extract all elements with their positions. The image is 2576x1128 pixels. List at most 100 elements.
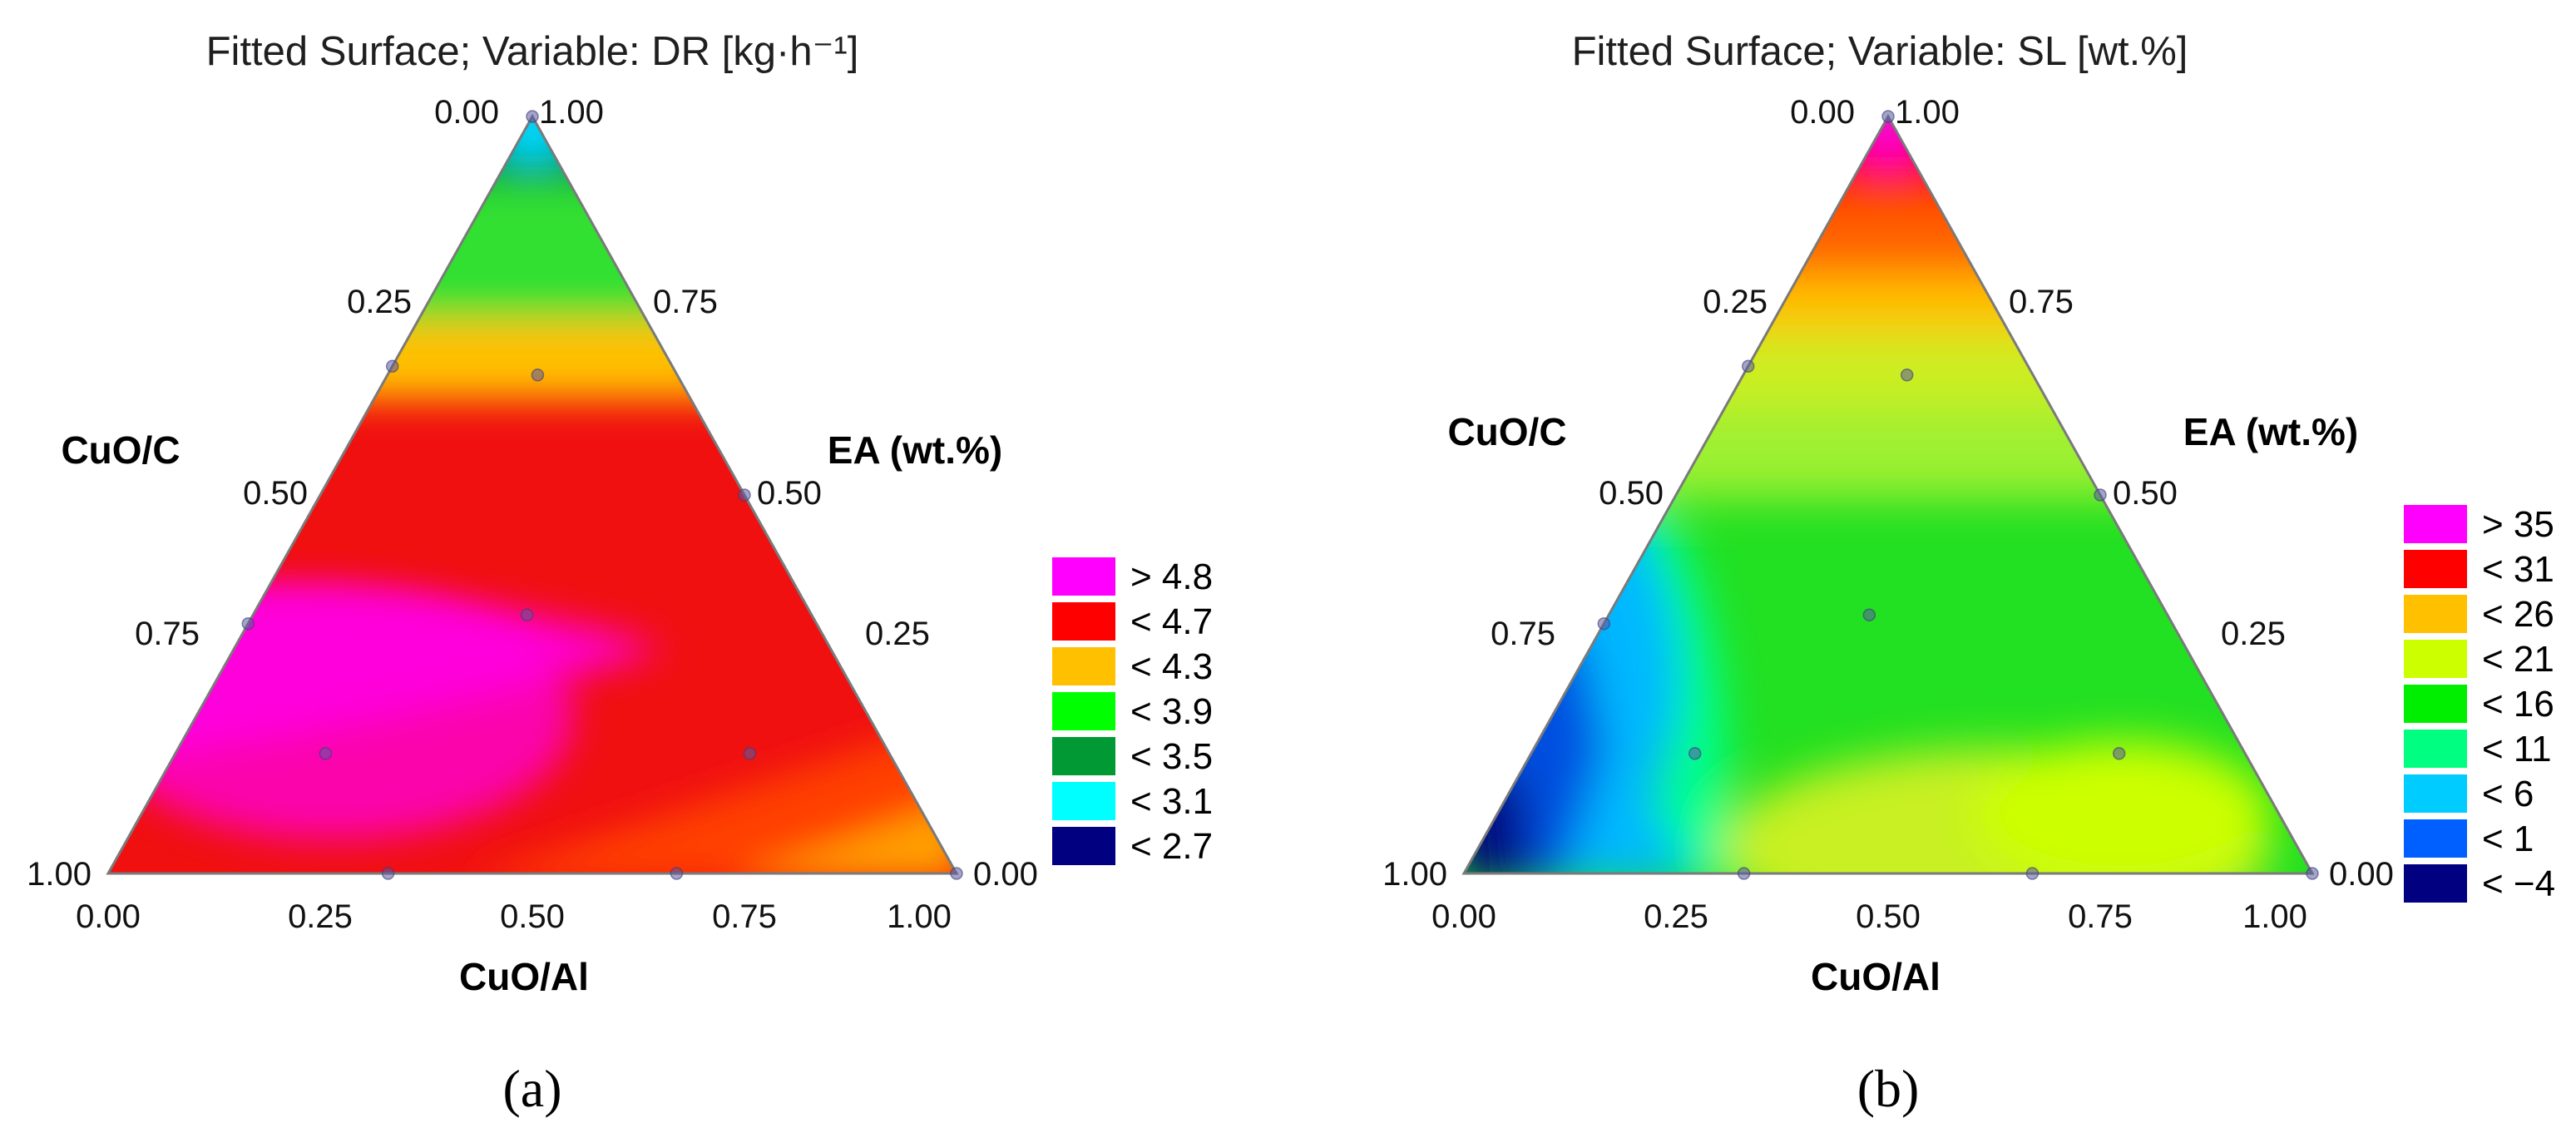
panel-b-right-tick: 0.50 (2113, 475, 2178, 512)
panel-b-design-point (2112, 747, 2126, 760)
panel-b-right-axis-label: EA (wt.%) (2183, 410, 2358, 453)
panel-a-bottom-tick: 0.75 (712, 898, 777, 935)
panel-a-left-tick: 1.00 (27, 856, 91, 893)
panel-b-left-tick: 0.50 (1599, 475, 1664, 512)
panel-b-left-axis-label: CuO/C (1447, 410, 1566, 453)
panel-b-design-point (1688, 747, 1702, 760)
panel-a-bottom-tick: 0.25 (288, 898, 353, 935)
panel-a-legend-label: < 3.9 (1130, 691, 1213, 732)
panel-b-design-point (1881, 110, 1895, 123)
panel-b-left-tick: 1.00 (1382, 856, 1447, 893)
panel-a-legend-swatch (1052, 557, 1115, 596)
panel-b-left-tick: 0.00 (1790, 94, 1855, 131)
panel-b-left-tick: 0.25 (1703, 284, 1768, 320)
panel-b-right-tick: 0.75 (2009, 284, 2074, 320)
panel-b-bottom-axis-label: CuO/Al (1811, 955, 1941, 998)
panel-a-legend: > 4.8< 4.7< 4.3< 3.9< 3.5< 3.1< 2.7 (1052, 557, 1213, 867)
panel-a-legend-label: < 2.7 (1130, 826, 1213, 867)
panel-b-legend-label: < 6 (2482, 774, 2534, 814)
panel-b-bottom-tick: 0.25 (1644, 898, 1708, 935)
panel-b-bottom-tick: 0.75 (2068, 898, 2133, 935)
panel-b-right-tick: 1.00 (1895, 94, 1960, 131)
panel-b-legend-label: > 35 (2482, 504, 2554, 545)
panel-a-right-axis-label: EA (wt.%) (828, 428, 1002, 472)
panel-a-contour-surface (108, 116, 957, 873)
panel-a-right-tick: 0.50 (757, 475, 822, 512)
panel-b-legend-swatch (2404, 774, 2467, 813)
panel-a-design-point (950, 867, 963, 880)
panel-a: Fitted Surface; Variable: DR [kg·h⁻¹] 0.… (27, 29, 1213, 1118)
panel-a-right-tick: 0.25 (865, 616, 930, 652)
panel-b-design-point (1741, 359, 1755, 374)
panel-b-design-point (2306, 867, 2319, 880)
panel-b-legend-swatch (2404, 550, 2467, 588)
panel-b-bottom-tick: 0.00 (1431, 898, 1496, 935)
panel-b-design-point (2025, 867, 2040, 880)
panel-b-legend-label: < 16 (2482, 684, 2554, 725)
panel-a-bottom-tick: 1.00 (887, 898, 952, 935)
panel-b-right-tick: 0.25 (2221, 616, 2286, 652)
panel-b: Fitted Surface; Variable: SL [wt.%] 0.0 (1382, 29, 2555, 1118)
panel-b-legend-label: < 21 (2482, 639, 2554, 680)
panel-b-legend-label: < 31 (2482, 549, 2554, 590)
panel-a-legend-label: < 4.7 (1130, 601, 1213, 642)
panel-b-caption: (b) (1857, 1059, 1920, 1118)
panel-a-legend-swatch (1052, 647, 1115, 685)
panel-a-design-point (526, 110, 539, 123)
panel-b-legend-swatch (2404, 864, 2467, 903)
panel-a-right-tick: 1.00 (539, 94, 604, 131)
panel-b-legend-label: < 26 (2482, 594, 2554, 635)
panel-a-design-points (241, 110, 963, 880)
panel-b-legend-swatch (2404, 730, 2467, 768)
panel-a-legend-swatch (1052, 602, 1115, 641)
panel-b-bottom-tick: 0.50 (1856, 898, 1921, 935)
panel-a-title: Fitted Surface; Variable: DR [kg·h⁻¹] (206, 29, 859, 74)
panel-a-right-tick: 0.75 (653, 284, 718, 320)
panel-b-legend-swatch (2404, 595, 2467, 633)
panel-a-left-tick: 0.75 (135, 616, 200, 652)
panel-b-design-point (2094, 488, 2107, 502)
panel-a-legend-swatch (1052, 827, 1115, 865)
panel-a-design-point (381, 867, 395, 880)
panel-a-design-point (385, 359, 399, 374)
panel-a-design-point (520, 608, 534, 621)
panel-a-left-axis-label: CuO/C (61, 428, 180, 472)
panel-a-design-point (738, 488, 751, 502)
panel-b-design-point (1737, 867, 1751, 880)
panel-a-left-tick: 0.00 (434, 94, 499, 131)
panel-a-legend-swatch (1052, 737, 1115, 775)
panel-b-legend-label: < −4 (2482, 863, 2555, 904)
panel-a-bottom-tick: 0.00 (76, 898, 141, 935)
panel-a-legend-swatch (1052, 692, 1115, 730)
panel-b-design-point (1597, 616, 1611, 631)
panel-b-right-tick: 0.00 (2329, 856, 2394, 893)
panel-b-design-points (1597, 110, 2319, 880)
panel-b-title: Fitted Surface; Variable: SL [wt.%] (1572, 29, 2188, 74)
panel-b-design-point (1862, 608, 1876, 621)
panel-a-legend-label: < 3.1 (1130, 781, 1213, 822)
panel-a-legend-swatch (1052, 782, 1115, 820)
panel-b-design-point (1900, 369, 1914, 382)
panel-b-legend: > 35< 31< 26< 21< 16< 11 < 6 < 1< −4 (2404, 504, 2555, 904)
panel-a-design-point (319, 747, 333, 760)
panel-b-legend-swatch (2404, 640, 2467, 678)
panel-b-legend-label: < 1 (2482, 819, 2534, 859)
panel-a-bottom-tick: 0.50 (500, 898, 565, 935)
panel-b-legend-swatch (2404, 685, 2467, 723)
panel-b-legend-label: < 11 (2482, 729, 2552, 769)
panel-a-design-point (670, 867, 684, 880)
panel-a-design-point (531, 369, 545, 382)
panel-a-left-tick: 0.25 (347, 284, 412, 320)
panel-a-right-tick: 0.00 (973, 856, 1038, 893)
panel-a-design-point (743, 747, 757, 760)
panel-b-bottom-tick: 1.00 (2242, 898, 2307, 935)
panel-a-bottom-axis-label: CuO/Al (459, 955, 589, 998)
panel-a-legend-label: < 3.5 (1130, 736, 1213, 777)
panel-a-left-tick: 0.50 (243, 475, 308, 512)
panel-b-legend-swatch (2404, 819, 2467, 858)
panel-b-contour-surface (1464, 116, 2312, 873)
panel-b-left-tick: 0.75 (1491, 616, 1555, 652)
panel-b-legend-swatch (2404, 505, 2467, 543)
panel-a-legend-label: > 4.8 (1130, 557, 1213, 597)
